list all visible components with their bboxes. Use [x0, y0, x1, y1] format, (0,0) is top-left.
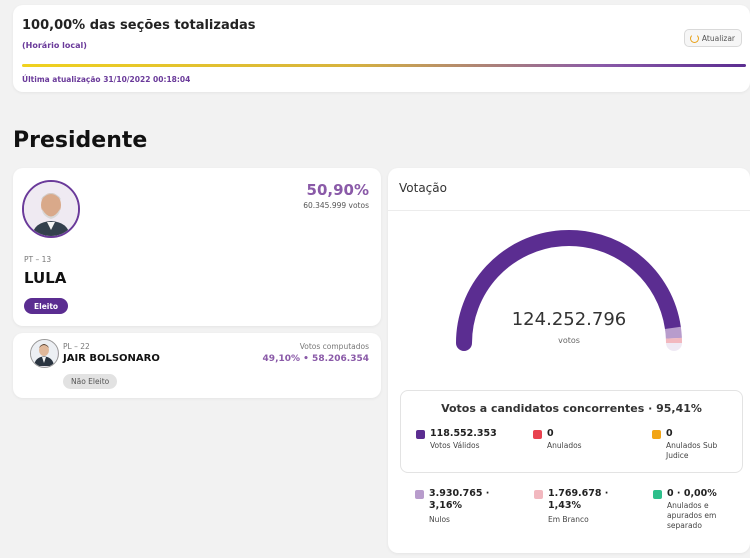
candidate-result: 49,10% • 58.206.354	[262, 354, 369, 364]
gauge-segment-nulos	[664, 326, 682, 339]
concorrentes-title: Votos a candidatos concorrentes · 95,41%	[441, 402, 702, 415]
page-title: Presidente	[13, 128, 148, 153]
legend-swatch	[416, 430, 425, 439]
refresh-icon	[689, 33, 699, 43]
votacao-title: Votação	[399, 181, 447, 195]
refresh-label: Atualizar	[701, 33, 735, 43]
local-time-note: (Horário local)	[22, 41, 87, 50]
last-update-timestamp: Última atualização 31/10/2022 00:18:04	[22, 75, 191, 84]
avatar	[22, 180, 80, 238]
legend-label: Anulados	[547, 441, 582, 450]
candidate-card-bolsonaro[interactable]: PL – 22 JAIR BOLSONARO Não Eleito Votos …	[13, 333, 381, 398]
totalization-status-card: 100,00% das seções totalizadas (Horário …	[13, 5, 750, 92]
legend-swatch	[652, 430, 661, 439]
legend-swatch	[653, 490, 662, 499]
legend-value: 1.769.678 · 1,43%	[548, 488, 609, 511]
legend-value: 0	[547, 428, 554, 439]
legend-value: 118.552.353	[430, 428, 497, 439]
legend-label: Nulos	[429, 515, 450, 524]
candidate-percent: 50,90%	[306, 181, 369, 199]
candidate-name: JAIR BOLSONARO	[63, 353, 160, 364]
divider	[388, 210, 750, 211]
candidate-votes: 60.345.999 votos	[303, 201, 369, 210]
candidate-party-number: PL – 22	[63, 342, 90, 351]
legend-value: 0 · 0,00%	[667, 488, 717, 499]
legend-value: 0	[666, 428, 673, 439]
concorrentes-summary-box: Votos a candidatos concorrentes · 95,41%…	[400, 390, 743, 473]
total-votes-unit: votos	[558, 336, 580, 345]
refresh-button[interactable]: Atualizar	[683, 29, 742, 47]
gauge-segment-valid	[456, 230, 681, 351]
totalization-title: 100,00% das seções totalizadas	[22, 18, 256, 33]
legend-label: Anulados Sub Judice	[666, 441, 718, 460]
legend-label: Votos Válidos	[430, 441, 480, 450]
legend-value: 3.930.765 · 3,16%	[429, 488, 490, 511]
legend-swatch	[534, 490, 543, 499]
total-votes: 124.252.796	[511, 309, 627, 330]
avatar	[30, 339, 59, 368]
candidate-name: LULA	[24, 269, 67, 287]
votes-gauge	[456, 230, 682, 351]
legend-swatch	[533, 430, 542, 439]
votacao-card: Votação 124.252.796 votos Votos a candid…	[388, 168, 750, 553]
status-badge: Não Eleito	[63, 374, 118, 389]
candidate-party-number: PT – 13	[24, 255, 52, 264]
legend-label: Em Branco	[548, 515, 589, 524]
computed-votes-label: Votos computados	[299, 342, 369, 351]
legend-label: Anulados e apurados em separado	[667, 501, 717, 530]
legend-swatch	[415, 490, 424, 499]
person-icon	[31, 340, 57, 366]
status-badge: Eleito	[24, 298, 69, 314]
person-icon	[24, 182, 78, 236]
totalization-progress-fill	[22, 64, 746, 67]
candidate-card-lula[interactable]: 50,90% 60.345.999 votos PT – 13 LULA Ele…	[13, 168, 381, 326]
totalization-progress-bar	[22, 64, 746, 67]
